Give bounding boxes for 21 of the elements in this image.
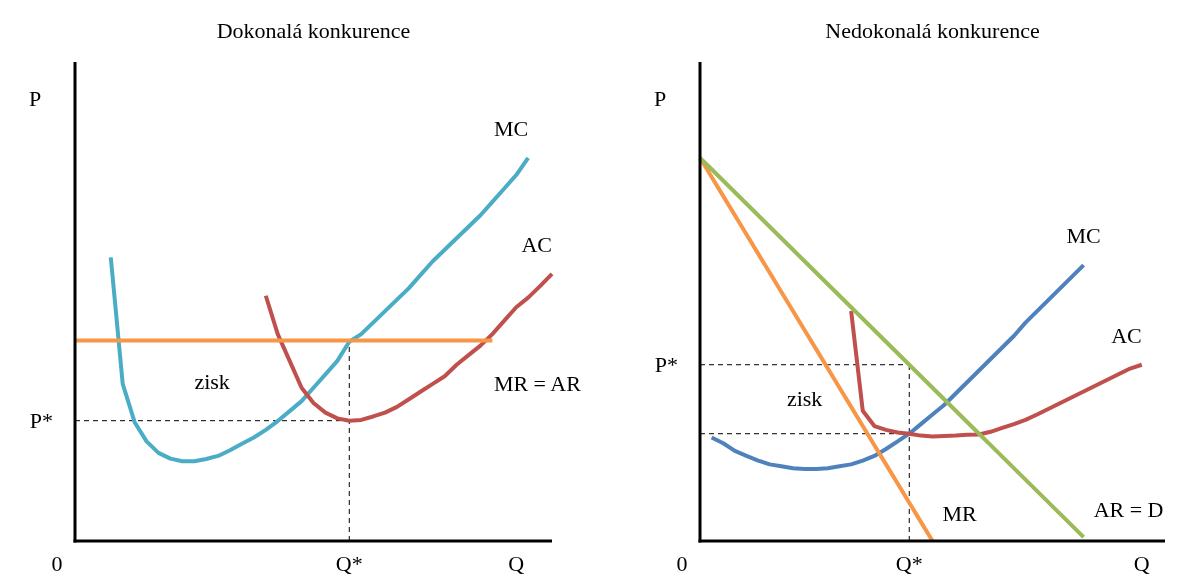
series-label: MR = AR [493,370,582,396]
annotation: zisk [194,369,230,395]
text: 0 [51,551,63,576]
series-label: AR = D [1093,497,1164,523]
series-label: AC [1111,322,1142,348]
x-tick-label: Q* [335,551,363,576]
series-label: AC [521,231,552,257]
x-tick-label: Q* [895,551,923,576]
series-label: MR [942,501,978,526]
series-label: MC [493,115,529,141]
chart-title: Nedokonalá konkurence [825,18,1040,43]
ref-line-label: P* [654,351,678,377]
x-tick-label: Q [508,551,525,576]
y-axis-title: P [28,86,42,111]
text: 0 [676,551,688,576]
series-label: MC [1066,223,1101,249]
x-tick-label: Q [1133,551,1150,576]
chart-title: Dokonalá konkurence [216,18,411,43]
ref-line-label: P* [29,407,53,433]
annotation: zisk [786,386,823,412]
y-axis-title: P [653,86,667,111]
